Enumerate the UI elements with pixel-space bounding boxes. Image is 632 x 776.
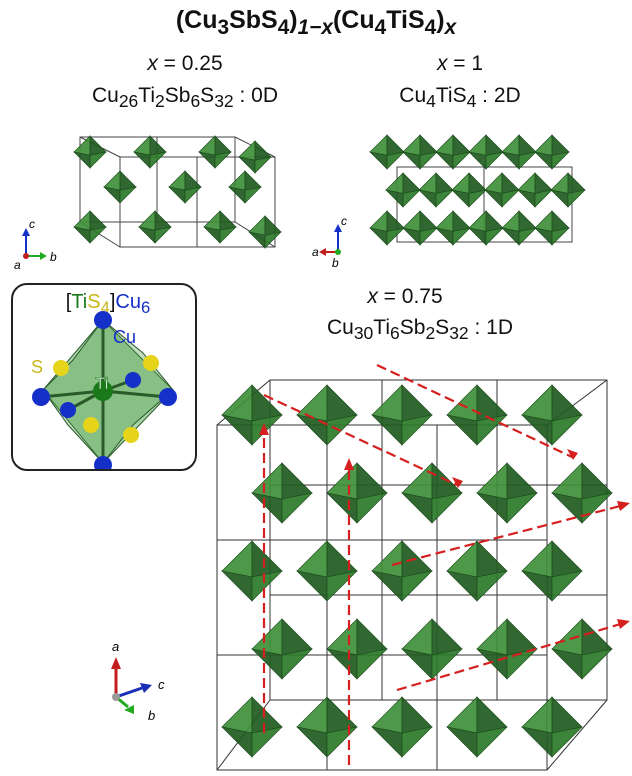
axis-label-b: b [148, 708, 155, 723]
octahedron [369, 210, 405, 246]
octahedron [534, 134, 570, 170]
octahedron [484, 172, 520, 208]
octahedron [418, 172, 454, 208]
octahedron [371, 384, 433, 446]
octahedron [103, 170, 137, 204]
octahedron [521, 540, 583, 602]
octahedron [401, 462, 463, 524]
octahedron [198, 135, 232, 169]
axis-label-a: a [112, 639, 119, 654]
axis-label-c: c [341, 214, 347, 228]
octahedron [203, 210, 237, 244]
panel-b-formula: Cu4TiS4 : 2D [399, 84, 521, 112]
octahedron [551, 618, 613, 680]
cu-atom [94, 456, 112, 469]
octahedron [517, 172, 553, 208]
cu-atom [125, 372, 141, 388]
octahedron [446, 696, 508, 758]
octahedron [476, 462, 538, 524]
octahedron [138, 210, 172, 244]
octahedron [228, 170, 262, 204]
axis-label-a: a [312, 245, 319, 259]
panel-c-formula: Cu30Ti6Sb2S32 : 1D [326, 316, 514, 344]
octahedron [521, 384, 583, 446]
octahedron [534, 210, 570, 246]
panel-b-structure [369, 134, 586, 246]
panel-a-axes: c b a [14, 217, 57, 270]
octahedron [521, 696, 583, 758]
origin-dot [112, 693, 120, 701]
panel-a-composition: x = 0.25 [147, 52, 223, 75]
octahedron [385, 172, 421, 208]
octahedron [251, 618, 313, 680]
a-axis-dot [23, 253, 29, 259]
octahedron [238, 140, 272, 174]
octahedron [451, 172, 487, 208]
s-atom [83, 417, 99, 433]
axis-label-c: c [158, 677, 165, 692]
chain-arrow [391, 503, 625, 567]
octahedron [371, 540, 433, 602]
panel-a-formula: Cu26Ti2Sb6S32 : 0D [91, 84, 279, 112]
unit-cell-edge [396, 166, 573, 243]
s-atom [53, 360, 69, 376]
tis4-cu6-cluster-inset: [TiS4]Cu6 Cu S Ti [11, 283, 197, 471]
octahedron [221, 540, 283, 602]
octahedron [369, 134, 405, 170]
octahedron [73, 135, 107, 169]
octahedron [248, 215, 282, 249]
axis-label-b: b [332, 256, 339, 270]
panel-b-axes: c a b [312, 214, 347, 270]
chain-arrow [376, 364, 573, 458]
octahedron [371, 696, 433, 758]
octahedron [402, 210, 438, 246]
octahedron [446, 384, 508, 446]
octahedron [501, 210, 537, 246]
axis-label-a: a [14, 258, 21, 270]
axis-label-b: b [50, 250, 57, 264]
octahedron [550, 172, 586, 208]
panel-b-composition: x = 1 [436, 52, 484, 75]
octahedron [326, 618, 388, 680]
ti-atom [93, 381, 113, 401]
octahedron [73, 210, 107, 244]
octahedron [401, 618, 463, 680]
chain-arrow [396, 621, 625, 692]
cu-label: Cu [113, 327, 136, 347]
octahedron [468, 210, 504, 246]
octahedron [221, 384, 283, 446]
octahedron [326, 462, 388, 524]
octahedron [468, 134, 504, 170]
octahedron [251, 462, 313, 524]
octahedron [551, 462, 613, 524]
ti-label: Ti [95, 374, 109, 393]
cu-atom [60, 402, 76, 418]
octahedron [435, 210, 471, 246]
octahedron [476, 618, 538, 680]
octahedron [133, 135, 167, 169]
s-atom [143, 355, 159, 371]
octahedron [435, 134, 471, 170]
cu-atom [94, 311, 112, 329]
cluster-formula: [TiS4]Cu6 [65, 291, 151, 317]
octahedron [501, 134, 537, 170]
cu-atom [159, 388, 177, 406]
s-atom [123, 427, 139, 443]
octahedron [168, 170, 202, 204]
axis-label-c: c [29, 217, 35, 231]
s-label: S [31, 357, 43, 377]
panel-c-axes: a c b [111, 639, 165, 723]
chain-arrow [263, 394, 458, 486]
octahedron [446, 540, 508, 602]
figure-title: (Cu3SbS4)1−x(Cu4TiS4)x [175, 6, 457, 39]
cu-atom [32, 388, 50, 406]
octahedron [296, 384, 358, 446]
b-axis-dot [335, 249, 341, 255]
panel-c-structure [216, 364, 630, 771]
panel-a-structure [73, 135, 282, 249]
c-axis-arrow [115, 686, 143, 699]
panel-c-composition: x = 0.75 [367, 285, 443, 308]
octahedron [402, 134, 438, 170]
octahedron [221, 696, 283, 758]
